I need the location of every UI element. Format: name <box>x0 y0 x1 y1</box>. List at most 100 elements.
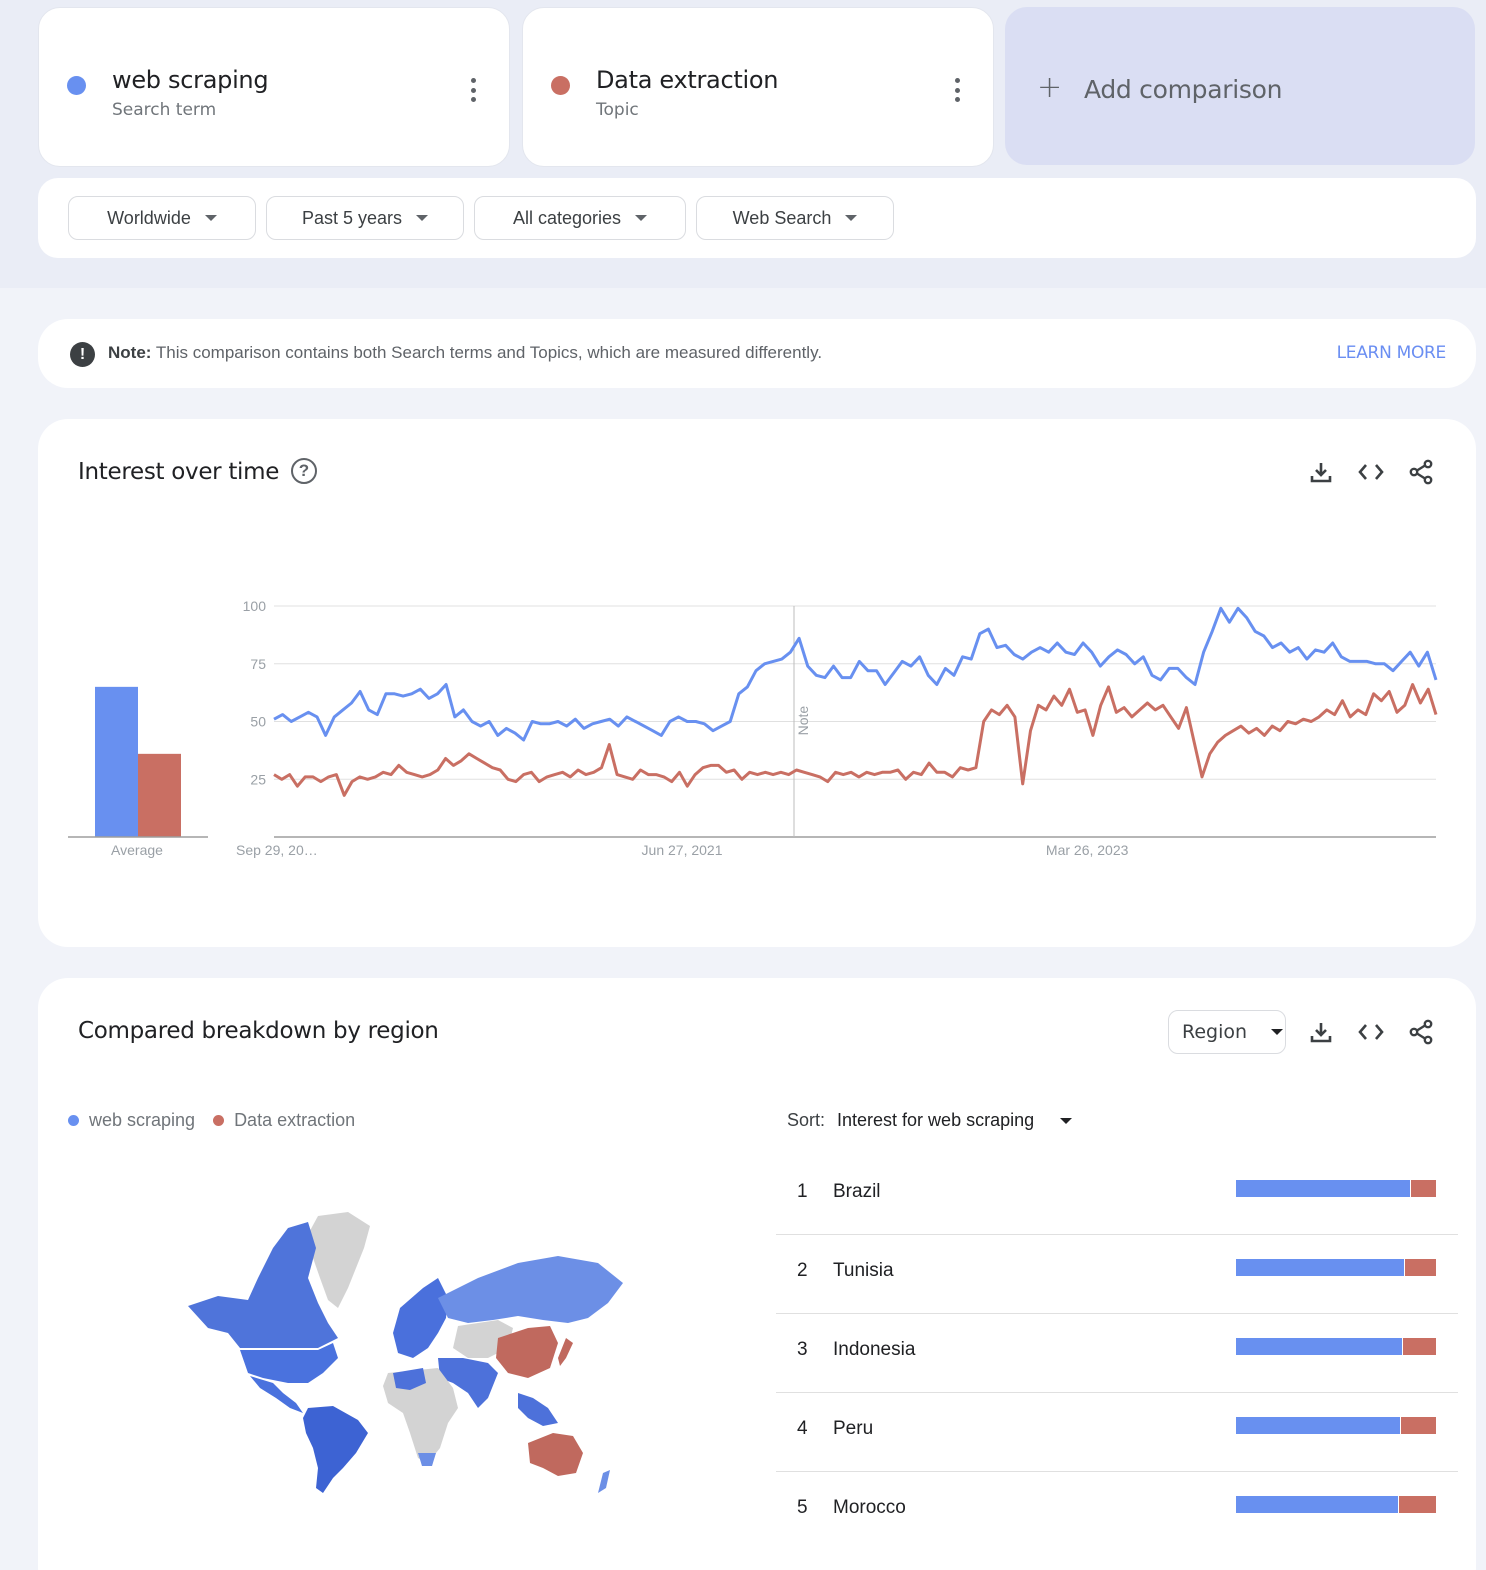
map-legend: web scraping Data extraction <box>68 1110 355 1131</box>
term-title: Data extraction <box>596 66 779 94</box>
rank-number: 4 <box>797 1418 808 1439</box>
note-body: This comparison contains both Search ter… <box>155 343 823 362</box>
interest-over-time-card: Interest over time ? 25 50 75 100 Sep 29, 20… <box>38 419 1476 947</box>
map-new-zealand <box>598 1470 610 1493</box>
region-ranking-list: 1 Brazil 2 Tunisia 3 Indonesia 4 Peru 5 … <box>776 1156 1458 1551</box>
share-icon[interactable] <box>1407 458 1435 486</box>
region-row[interactable]: 2 Tunisia <box>776 1235 1458 1314</box>
svg-text:Note: Note <box>795 706 811 736</box>
svg-text:Jun 27, 2021: Jun 27, 2021 <box>642 842 723 858</box>
region-resolution-select[interactable]: Region <box>1168 1010 1286 1054</box>
region-breakdown-card: Compared breakdown by region Region web … <box>38 978 1476 1570</box>
more-options-icon[interactable] <box>949 78 965 102</box>
help-icon[interactable]: ? <box>291 458 317 484</box>
svg-text:75: 75 <box>250 656 266 672</box>
region-name: Tunisia <box>833 1260 894 1281</box>
filter-time-range[interactable]: Past 5 years <box>266 196 464 240</box>
term-card-web-scraping[interactable]: web scraping Search term <box>38 7 510 167</box>
world-map[interactable] <box>178 1208 628 1498</box>
caret-down-icon <box>416 215 429 221</box>
term-color-dot <box>67 76 86 95</box>
comparison-bar <box>1236 1417 1436 1434</box>
embed-icon[interactable] <box>1357 1018 1385 1046</box>
caret-down-icon <box>1060 1117 1073 1124</box>
region-row[interactable]: 1 Brazil <box>776 1156 1458 1235</box>
select-label: Region <box>1182 1021 1248 1043</box>
region-name: Brazil <box>833 1181 881 1202</box>
caret-down-icon <box>845 215 858 221</box>
share-icon[interactable] <box>1407 1018 1435 1046</box>
map-europe <box>393 1278 448 1358</box>
svg-text:Average: Average <box>111 842 163 858</box>
legend-dot <box>68 1115 79 1126</box>
map-south-asia <box>438 1358 498 1408</box>
map-japan <box>558 1338 573 1366</box>
map-central-america <box>250 1376 303 1413</box>
region-tools <box>1307 1018 1435 1046</box>
rank-number: 2 <box>797 1260 808 1281</box>
map-southeast-asia <box>518 1393 558 1426</box>
note-banner: ! Note: This comparison contains both Se… <box>38 319 1476 388</box>
learn-more-link[interactable]: LEARN MORE <box>1336 343 1447 363</box>
svg-text:Sep 29, 20…: Sep 29, 20… <box>236 842 318 858</box>
map-south-america <box>303 1406 368 1493</box>
region-row[interactable]: 5 Morocco <box>776 1472 1458 1551</box>
svg-text:25: 25 <box>250 771 266 787</box>
comparison-bar <box>1236 1180 1436 1197</box>
filter-category[interactable]: All categories <box>474 196 686 240</box>
legend-item-data-extraction: Data extraction <box>213 1110 355 1131</box>
embed-icon[interactable] <box>1357 458 1385 486</box>
caret-down-icon <box>635 215 648 221</box>
alert-icon: ! <box>70 342 95 367</box>
note-text: Note: This comparison contains both Sear… <box>108 343 822 363</box>
map-russia <box>438 1256 623 1323</box>
rank-number: 1 <box>797 1181 808 1202</box>
term-card-data-extraction[interactable]: Data extraction Topic <box>522 7 994 167</box>
region-name: Peru <box>833 1418 874 1439</box>
caret-down-icon <box>1271 1029 1284 1035</box>
term-type: Topic <box>596 100 639 120</box>
region-name: Indonesia <box>833 1339 916 1360</box>
add-comparison-label: Add comparison <box>1084 75 1283 104</box>
legend-label: Data extraction <box>234 1110 356 1130</box>
svg-text:Mar 26, 2023: Mar 26, 2023 <box>1046 842 1129 858</box>
filter-label: Worldwide <box>107 207 191 228</box>
note-label: Note: <box>108 343 152 362</box>
more-options-icon[interactable] <box>465 78 481 102</box>
caret-down-icon <box>204 215 217 221</box>
region-row[interactable]: 3 Indonesia <box>776 1314 1458 1393</box>
svg-text:100: 100 <box>243 598 267 614</box>
legend-label: web scraping <box>89 1110 196 1130</box>
comparison-bar <box>1236 1259 1436 1276</box>
map-north-america-north <box>188 1222 338 1348</box>
download-icon[interactable] <box>1307 458 1335 486</box>
map-australia <box>528 1433 583 1476</box>
add-comparison-button[interactable]: + Add comparison <box>1005 7 1475 165</box>
svg-text:50: 50 <box>250 714 266 730</box>
interest-over-time-chart[interactable]: 25 50 75 100 Sep 29, 20… Jun 27, 2021 Mar 26, … <box>38 419 1476 947</box>
download-icon[interactable] <box>1307 1018 1335 1046</box>
legend-item-web-scraping: web scraping <box>68 1110 195 1131</box>
map-africa <box>383 1368 458 1463</box>
rank-number: 3 <box>797 1339 808 1360</box>
sort-value: Interest for web scraping <box>837 1110 1035 1130</box>
comparison-bar <box>1236 1338 1436 1355</box>
region-name: Morocco <box>833 1497 906 1518</box>
filter-label: Web Search <box>732 207 832 228</box>
plus-icon: + <box>1037 70 1063 105</box>
term-type: Search term <box>112 100 217 120</box>
map-usa <box>240 1343 338 1383</box>
filter-label: All categories <box>512 207 622 228</box>
map-greenland <box>306 1212 370 1308</box>
comparison-bar <box>1236 1496 1436 1513</box>
map-china <box>496 1326 558 1378</box>
map-north-africa <box>393 1368 426 1390</box>
filter-location[interactable]: Worldwide <box>68 196 256 240</box>
filter-search-type[interactable]: Web Search <box>696 196 894 240</box>
region-row[interactable]: 4 Peru <box>776 1393 1458 1472</box>
term-color-dot <box>551 76 570 95</box>
sort-dropdown[interactable]: Sort: Interest for web scraping <box>787 1110 1073 1131</box>
sort-label: Sort: <box>787 1110 826 1130</box>
term-title: web scraping <box>112 66 269 94</box>
filter-label: Past 5 years <box>301 207 403 228</box>
